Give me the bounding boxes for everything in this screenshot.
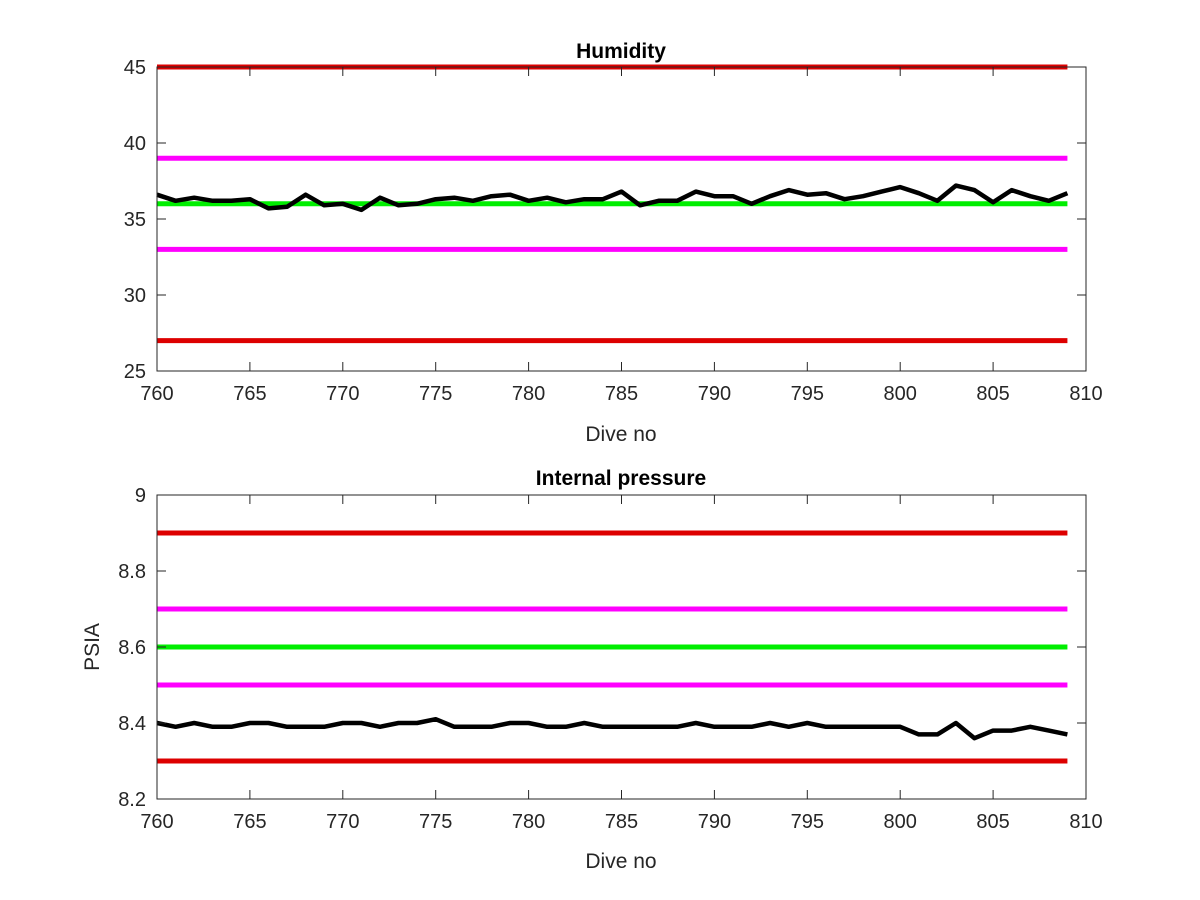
- humidity-x-tick-label-4: 780: [512, 383, 545, 405]
- pressure-y-tick-label-1: 8.4: [118, 713, 146, 735]
- pressure-x-tick-label-1: 765: [233, 811, 266, 833]
- humidity-x-tick-label-9: 805: [976, 383, 1009, 405]
- pressure-x-tick-label-10: 810: [1069, 811, 1102, 833]
- pressure-series: [156, 716, 1068, 741]
- pressure-y-ticks: 8.2 8.4 8.6 8.8 9: [118, 485, 1086, 811]
- pressure-x-tick-label-4: 780: [512, 811, 545, 833]
- humidity-y-tick-label-4: 45: [124, 57, 146, 79]
- pressure-x-tick-label-3: 775: [419, 811, 452, 833]
- humidity-y-tick-label-2: 35: [124, 209, 146, 231]
- humidity-y-tick-label-1: 30: [124, 285, 146, 307]
- humidity-x-tick-label-0: 760: [140, 383, 173, 405]
- pressure-y-tick-label-0: 8.2: [118, 789, 146, 811]
- humidity-x-tick-label-10: 810: [1069, 383, 1102, 405]
- humidity-x-ticks: 760 765 770 775 780 785 790 795 800 805 810: [140, 67, 1103, 405]
- pressure-x-axis-label: Dive no: [585, 850, 656, 873]
- humidity-y-tick-label-3: 40: [124, 133, 146, 155]
- humidity-panel: 760 765 770 775 780 785 790 795 800 805 810 25 30 35…: [124, 40, 1103, 446]
- pressure-x-ticks: 760 765 770 775 780 785 790 795 800 805 810: [140, 495, 1103, 833]
- pressure-x-tick-label-6: 790: [698, 811, 731, 833]
- pressure-panel: 760 765 770 775 780 785 790 795 800 805 810 8.2 8.4…: [81, 467, 1103, 873]
- humidity-x-tick-label-3: 775: [419, 383, 452, 405]
- pressure-title: Internal pressure: [536, 467, 706, 490]
- pressure-x-tick-label-2: 770: [326, 811, 359, 833]
- humidity-data-line-0: [156, 183, 1069, 213]
- humidity-x-tick-label-5: 785: [605, 383, 638, 405]
- pressure-reference-lines: [157, 530, 1068, 764]
- pressure-y-axis-label: PSIA: [81, 623, 104, 671]
- pressure-x-tick-label-5: 785: [605, 811, 638, 833]
- humidity-x-tick-label-2: 770: [326, 383, 359, 405]
- humidity-x-axis-label: Dive no: [585, 423, 656, 446]
- pressure-x-tick-label-0: 760: [140, 811, 173, 833]
- pressure-x-tick-label-7: 795: [791, 811, 824, 833]
- humidity-x-tick-label-6: 790: [698, 383, 731, 405]
- humidity-y-ticks: 25 30 35 40 45: [124, 57, 1086, 383]
- pressure-y-tick-label-3: 8.8: [118, 561, 146, 583]
- humidity-series: [156, 183, 1069, 213]
- pressure-data-line-0: [156, 716, 1068, 741]
- humidity-y-tick-label-0: 25: [124, 361, 146, 383]
- humidity-plot-area: [157, 67, 1086, 371]
- humidity-x-tick-label-8: 800: [884, 383, 917, 405]
- pressure-x-tick-label-8: 800: [884, 811, 917, 833]
- pressure-y-tick-label-2: 8.6: [118, 637, 146, 659]
- pressure-y-tick-label-4: 9: [135, 485, 146, 507]
- humidity-x-tick-label-1: 765: [233, 383, 266, 405]
- humidity-title: Humidity: [576, 40, 666, 63]
- pressure-x-tick-label-9: 805: [976, 811, 1009, 833]
- humidity-x-tick-label-7: 795: [791, 383, 824, 405]
